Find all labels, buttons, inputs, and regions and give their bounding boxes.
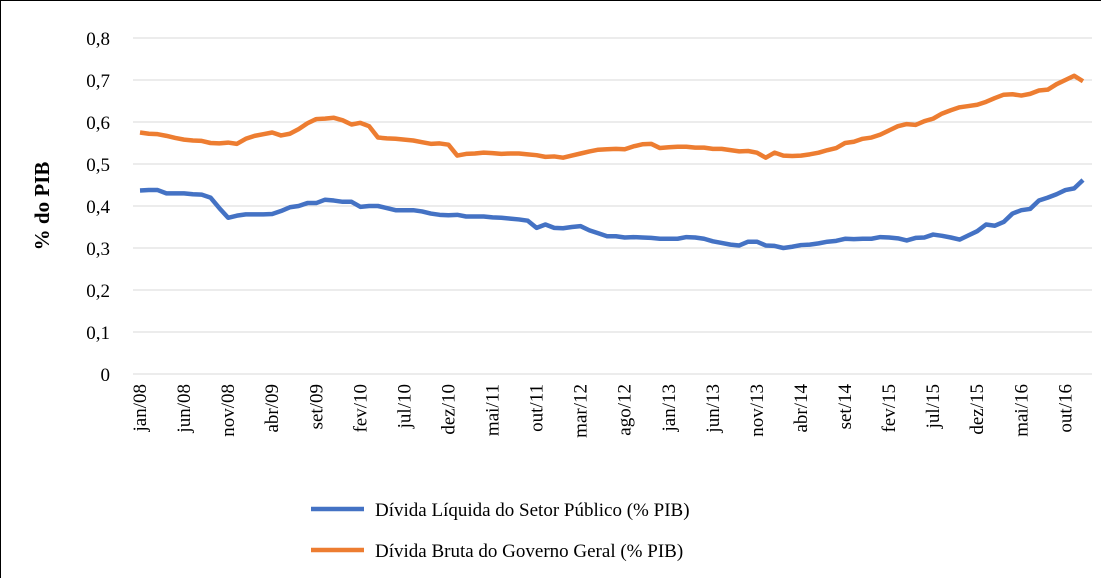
y-tick-label: 0,7 [86, 71, 110, 92]
x-tick-label: out/11 [527, 384, 548, 432]
x-tick-label: jun/08 [174, 384, 195, 434]
x-tick-label: nov/13 [747, 384, 768, 437]
y-tick-label: 0,1 [86, 323, 110, 344]
x-tick-label: dez/10 [438, 384, 459, 435]
line-series [140, 180, 1083, 248]
legend-label: Dívida Líquida do Setor Público (% PIB) [375, 500, 690, 521]
y-tick-label: 0,3 [86, 239, 110, 260]
x-tick-label: jan/13 [659, 384, 680, 433]
x-tick-label: set/09 [306, 384, 327, 429]
x-tick-label: jan/08 [130, 384, 151, 433]
x-tick-label: ago/12 [615, 384, 636, 436]
x-tick-label: mai/11 [483, 384, 504, 436]
y-tick-label: 0,2 [86, 281, 110, 302]
x-tick-label: fev/10 [350, 384, 371, 433]
x-tick-label: out/16 [1055, 384, 1076, 433]
x-tick-label: jun/13 [703, 384, 724, 434]
y-axis-label: % do PIB [30, 162, 54, 251]
x-tick-label: jul/10 [394, 384, 415, 429]
x-tick-label: abr/14 [791, 384, 812, 433]
x-tick-label: set/14 [835, 384, 856, 430]
line-series [140, 76, 1083, 158]
y-tick-label: 0,4 [86, 197, 110, 218]
y-tick-label: 0,8 [86, 29, 110, 50]
legend-label: Dívida Bruta do Governo Geral (% PIB) [375, 541, 683, 562]
x-tick-label: nov/08 [218, 384, 239, 437]
y-tick-label: 0 [101, 365, 111, 386]
x-tick-label: jul/15 [923, 384, 944, 429]
x-tick-label: dez/15 [967, 384, 988, 435]
y-tick-label: 0,6 [86, 113, 110, 134]
x-tick-label: fev/15 [879, 384, 900, 433]
y-tick-label: 0,5 [86, 155, 110, 176]
x-tick-label: abr/09 [262, 384, 283, 433]
x-tick-label: mai/16 [1011, 384, 1032, 437]
x-tick-label: mar/12 [571, 384, 592, 438]
